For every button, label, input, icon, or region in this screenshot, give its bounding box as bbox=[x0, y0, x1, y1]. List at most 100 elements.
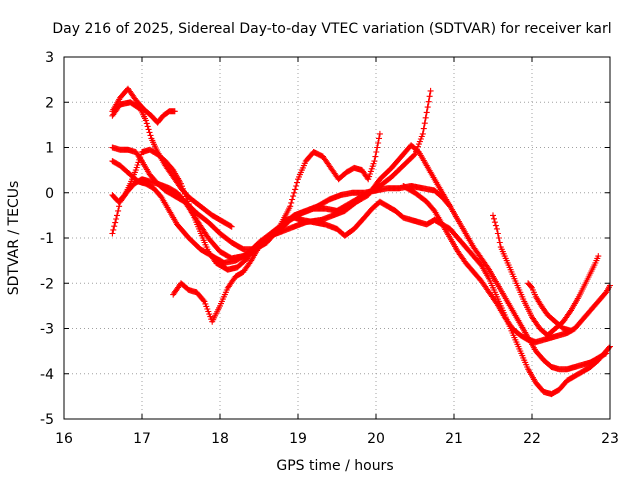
data-point bbox=[146, 129, 153, 136]
data-point bbox=[294, 179, 300, 186]
data-point bbox=[496, 239, 503, 246]
x-tick-label: 23 bbox=[601, 431, 619, 447]
data-point bbox=[205, 308, 212, 315]
y-axis-label: SDTVAR / TECUs bbox=[6, 181, 22, 296]
data-point bbox=[132, 167, 139, 174]
data-point bbox=[135, 159, 142, 166]
data-point bbox=[412, 151, 418, 158]
x-tick-label: 16 bbox=[55, 431, 73, 447]
data-point bbox=[595, 253, 602, 260]
data-point bbox=[373, 149, 380, 155]
data-point bbox=[180, 188, 187, 195]
series-line bbox=[111, 101, 233, 228]
data-point bbox=[144, 123, 151, 130]
data-point bbox=[420, 125, 427, 132]
data-point bbox=[418, 133, 425, 140]
data-point bbox=[287, 203, 294, 210]
x-axis-label: GPS time / hours bbox=[276, 458, 393, 474]
data-point bbox=[424, 104, 431, 111]
data-point bbox=[491, 219, 498, 226]
data-point bbox=[142, 117, 149, 124]
data-point bbox=[207, 313, 214, 320]
y-tick-label: 1 bbox=[45, 141, 54, 157]
data-point bbox=[492, 222, 499, 229]
y-tick-label: -4 bbox=[40, 367, 54, 383]
data-point bbox=[143, 120, 150, 127]
data-point bbox=[184, 198, 191, 205]
series-track-2 bbox=[109, 99, 235, 230]
series-track-10 bbox=[525, 280, 574, 334]
data-point bbox=[247, 259, 254, 265]
data-point bbox=[375, 140, 382, 146]
data-point bbox=[291, 189, 298, 196]
data-point bbox=[367, 171, 373, 177]
y-tick-label: 2 bbox=[45, 95, 54, 111]
y-tick-label: -2 bbox=[40, 276, 54, 292]
data-point bbox=[495, 235, 502, 241]
data-point bbox=[493, 225, 500, 232]
data-point bbox=[110, 226, 117, 233]
x-tick-label: 21 bbox=[445, 431, 463, 447]
data-point bbox=[290, 193, 297, 200]
data-point bbox=[426, 93, 433, 100]
data-point bbox=[490, 212, 496, 219]
data-point bbox=[427, 87, 434, 94]
data-point bbox=[136, 156, 143, 163]
data-point bbox=[227, 223, 234, 230]
data-point bbox=[113, 216, 120, 222]
data-point bbox=[421, 120, 428, 127]
data-point bbox=[147, 132, 154, 139]
y-tick-label: -3 bbox=[40, 322, 54, 338]
data-point bbox=[365, 176, 372, 183]
series-track-7 bbox=[170, 198, 613, 398]
data-point bbox=[606, 344, 612, 351]
data-point bbox=[372, 153, 379, 160]
data-point bbox=[292, 186, 299, 193]
data-point bbox=[494, 230, 501, 237]
grid bbox=[64, 57, 610, 419]
data-point bbox=[228, 223, 235, 230]
data-point bbox=[370, 160, 377, 167]
y-tick-label: 0 bbox=[45, 186, 54, 202]
data-point bbox=[492, 299, 499, 306]
data-point bbox=[376, 130, 383, 137]
series-track-8 bbox=[400, 183, 613, 346]
data-point bbox=[293, 183, 300, 189]
data-point bbox=[376, 135, 382, 142]
data-point bbox=[171, 108, 178, 115]
data-point bbox=[425, 98, 432, 105]
data-point bbox=[423, 109, 430, 116]
series-track-4 bbox=[109, 158, 454, 266]
data-point bbox=[419, 130, 426, 137]
data-point bbox=[491, 215, 497, 222]
data-point bbox=[374, 144, 381, 151]
x-tick-label: 19 bbox=[289, 431, 307, 447]
data-series bbox=[109, 85, 613, 398]
y-tick-label: 3 bbox=[45, 50, 54, 66]
data-point bbox=[111, 223, 118, 230]
series-track-1 bbox=[109, 85, 178, 126]
data-point bbox=[411, 152, 417, 159]
data-point bbox=[203, 303, 210, 310]
chart-title: Day 216 of 2025, Sidereal Day-to-day VTE… bbox=[52, 21, 611, 37]
data-point bbox=[422, 114, 429, 121]
data-point bbox=[371, 158, 378, 165]
data-point bbox=[528, 283, 534, 290]
data-point bbox=[368, 165, 375, 172]
data-point bbox=[179, 183, 185, 190]
data-point bbox=[367, 168, 374, 175]
x-tick-label: 17 bbox=[133, 431, 151, 447]
data-point bbox=[288, 199, 295, 206]
y-tick-label: -5 bbox=[40, 412, 54, 428]
x-tick-label: 18 bbox=[211, 431, 229, 447]
data-point bbox=[200, 297, 207, 304]
data-point bbox=[289, 196, 296, 203]
data-point bbox=[182, 193, 189, 200]
data-point bbox=[109, 230, 116, 237]
data-point bbox=[567, 308, 573, 315]
data-point bbox=[112, 219, 119, 226]
data-point bbox=[145, 126, 152, 133]
series-line bbox=[172, 200, 611, 395]
data-point bbox=[568, 327, 574, 334]
